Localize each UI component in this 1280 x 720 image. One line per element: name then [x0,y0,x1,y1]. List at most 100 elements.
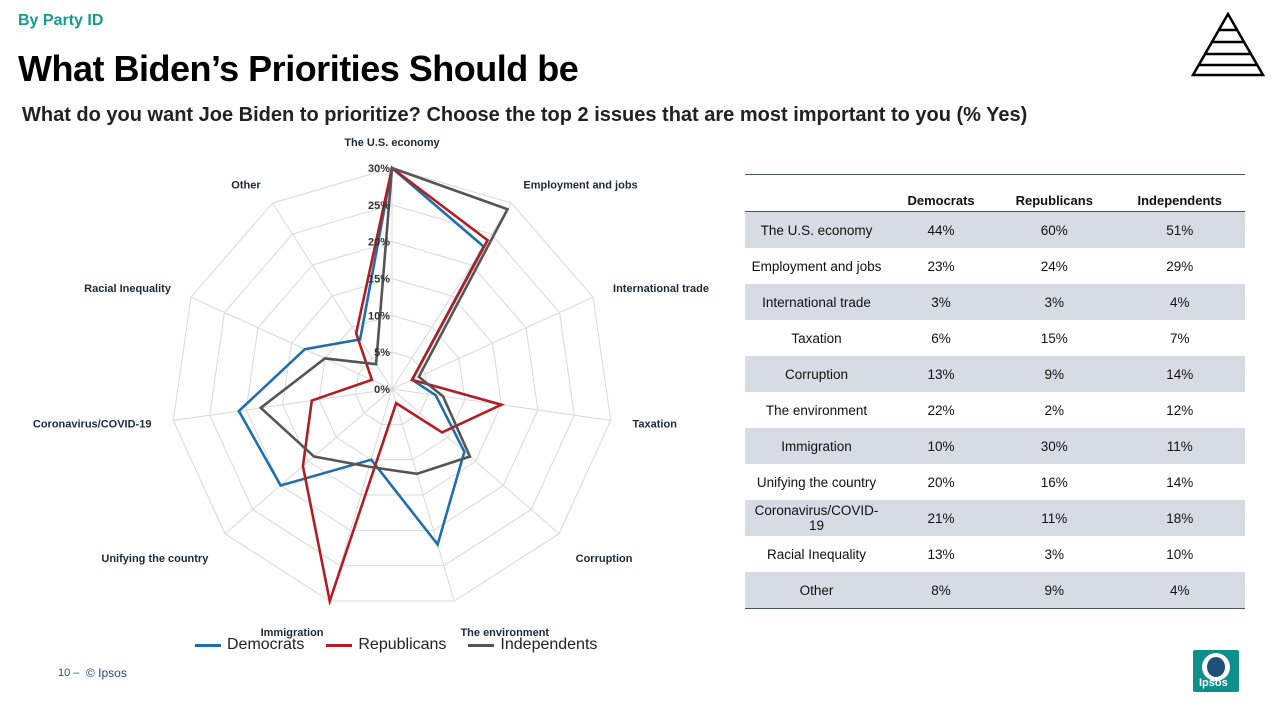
table-row: The environment 22% 2% 12% [745,392,1245,428]
category-label: Coronavirus/COVID-19 [33,419,152,431]
legend-swatch-democrats [195,643,221,647]
table-row: Corruption 13% 9% 14% [745,356,1245,392]
table-row: Other 8% 9% 4% [745,572,1245,609]
cell-republicans: 30% [994,428,1115,464]
category-label: The U.S. economy [344,137,440,149]
page-number: 10 – [58,667,80,679]
category-label: Racial Inequality [84,283,172,295]
copyright: © Ipsos [86,666,127,680]
cell-independents: 29% [1166,258,1194,274]
table-header-independents: Independents [1114,174,1245,212]
category-label: Unifying the country [101,553,209,565]
cell-democrats: 13% [927,546,955,562]
grid-spoke [391,296,594,390]
cell-independents: 4% [1114,572,1245,609]
tick-label: 20% [368,237,390,249]
cell-republicans: 60% [994,211,1115,248]
grid-spoke [272,202,393,390]
legend-label-republicans: Republicans [358,636,447,653]
table-row: Employment and jobs 23% 24% 29% [745,248,1245,284]
ipsos-logo-icon: Ipsos [1193,650,1239,692]
cell-democrats: 44% [888,211,995,248]
tick-label: 0% [374,384,390,396]
series-line-independents [258,166,510,476]
logo-inner [1207,657,1225,677]
cell-independents: 14% [1114,356,1245,392]
legend-item-independents: Independents [468,636,597,654]
tick-label: 30% [368,163,390,175]
category-label: Employment and jobs [523,180,637,192]
cell-independents: 18% [1114,500,1245,536]
cell-independents: 51% [1114,211,1245,248]
grid-spoke [391,202,512,390]
row-label: Other [745,572,888,609]
cell-democrats: 6% [931,330,951,346]
row-label: The environment [765,402,868,418]
grid-ring [245,241,539,531]
cell-independents: 11% [1114,428,1245,464]
cell-republicans: 3% [994,284,1115,320]
page-subtitle: What do you want Joe Biden to prioritize… [22,104,1028,126]
category-label: Immigration [261,627,324,639]
cell-republicans: 9% [994,572,1115,609]
cell-independents: 10% [1166,546,1194,562]
chart-legend: Democrats Republicans Independents [195,636,597,654]
page-title: What Biden’s Priorities Should be [18,48,579,89]
cell-independents: 7% [1169,330,1190,346]
cell-democrats: 20% [927,474,955,490]
table-row: Coronavirus/COVID-19 21% 11% 18% [745,500,1245,536]
tick-label: 25% [368,200,390,212]
legend-item-democrats: Democrats [195,636,304,654]
category-label: International trade [613,283,709,295]
cell-republicans: 3% [1044,546,1065,562]
cell-republicans: 16% [1040,474,1068,490]
radar-chart: 0% 5% 10% 15% 20% 25% 30% The U.S. economy Emplo… [33,137,709,639]
legend-label-democrats: Democrats [227,636,305,653]
cell-independents: 12% [1166,402,1194,418]
category-label: Other [231,180,261,192]
grid-spoke [329,388,393,602]
row-label: Coronavirus/COVID-19 [745,500,888,536]
cell-republicans: 2% [1044,402,1065,418]
legend-item-republicans: Republicans [326,636,446,654]
cell-democrats: 3% [888,284,995,320]
table-row: Taxation 6% 15% 7% [745,320,1245,356]
cell-democrats: 21% [888,500,995,536]
table-row: Unifying the country 20% 16% 14% [745,464,1245,500]
grid-spoke [224,388,393,535]
series-line-democrats [237,165,486,548]
pyramid-logo-icon [1190,12,1266,77]
legend-swatch-independents [468,643,495,647]
table-header-blank [745,174,888,212]
row-label: Unifying the country [756,474,877,490]
cell-democrats: 13% [888,356,995,392]
row-label: International trade [745,284,888,320]
legend-swatch-republicans [326,643,353,647]
cell-democrats: 23% [927,258,955,274]
row-label: Taxation [791,330,842,346]
cell-democrats: 22% [927,402,955,418]
row-label: Corruption [745,356,888,392]
category-label: The environment [460,627,549,639]
grid-ring [172,167,612,602]
logo-text: Ipsos [1199,677,1228,689]
grid-ring [209,204,575,567]
category-label: Corruption [576,553,633,565]
grid-ring [282,277,502,496]
grid-ring [318,314,466,461]
cell-republicans: 24% [1040,258,1068,274]
cell-democrats: 10% [888,428,995,464]
table-header-democrats: Democrats [888,174,995,212]
grid-spoke [391,388,455,602]
table-row: International trade 3% 3% 4% [745,284,1245,320]
table-row: Racial Inequality 13% 3% 10% [745,536,1245,572]
cell-republicans: 9% [994,356,1115,392]
row-label: Racial Inequality [766,546,867,562]
table-header-row: Democrats Republicans Independents [745,174,1245,212]
legend-label-independents: Independents [500,636,598,653]
row-label: The U.S. economy [745,211,888,248]
row-label: Immigration [745,428,888,464]
grid-spoke [173,388,393,421]
grid-spoke [391,388,560,535]
table-row: Immigration 10% 30% 11% [745,428,1245,464]
